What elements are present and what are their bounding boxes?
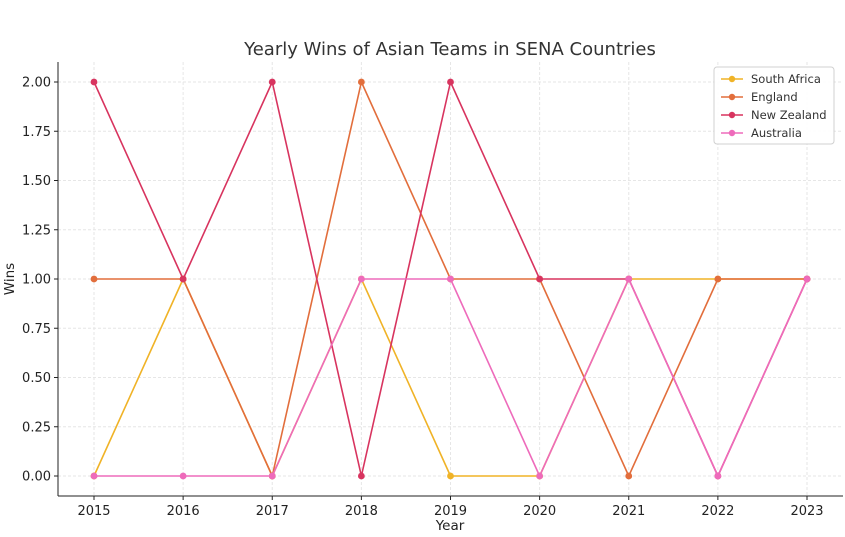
x-tick-label: 2018 [345,504,378,519]
y-tick-label: 0.25 [22,420,51,435]
data-point-australia [625,275,633,283]
y-tick-label: 2.00 [22,76,51,91]
legend: South Africa England New Zealand Australia [713,66,835,145]
data-point-england [714,275,722,283]
y-axis-title: Wins [2,263,18,295]
legend-marker-new-zealand [728,111,736,119]
data-point-new-zealand [536,275,544,283]
x-tick-label: 2017 [256,504,289,519]
data-point-australia [268,472,276,480]
data-point-england [357,78,365,86]
legend-label-new-zealand: New Zealand [751,108,827,122]
x-tick-label: 2020 [523,504,556,519]
data-point-new-zealand [357,472,365,480]
x-tick-label: 2015 [77,504,110,519]
legend-marker-south-africa [728,75,736,83]
y-tick-label: 0.50 [22,371,51,386]
data-point-australia [714,472,722,480]
series-australia [90,275,811,480]
y-tick-label: 1.50 [22,174,51,189]
x-tick-label: 2022 [701,504,734,519]
data-point-australia [90,472,98,480]
y-tick-label: 0.75 [22,322,51,337]
legend-marker-england [728,93,736,101]
legend-box [713,66,835,145]
data-point-australia [536,472,544,480]
data-point-new-zealand [179,275,187,283]
y-ticks: 0.00 0.25 0.50 0.75 1.00 1.25 1.50 1.75 2.00 [22,76,58,485]
legend-marker-australia [728,129,736,137]
x-tick-label: 2019 [434,504,467,519]
y-tick-label: 0.00 [22,470,51,485]
y-tick-label: 1.25 [22,223,51,238]
x-tick-label: 2023 [790,504,823,519]
data-point-australia [179,472,187,480]
x-ticks: 2015 2016 2017 2018 2019 2020 2021 2022 2023 [77,496,824,519]
data-point-england [90,275,98,283]
data-point-new-zealand [268,78,276,86]
data-point-australia [803,275,811,283]
data-point-new-zealand [447,78,454,86]
data-point-australia [357,275,365,283]
x-tick-label: 2021 [612,504,645,519]
data-point-new-zealand [90,78,98,86]
series-group [90,78,811,480]
y-tick-label: 1.00 [22,273,51,288]
data-point-australia [447,275,454,283]
legend-label-australia: Australia [751,126,802,140]
data-point-south-africa [447,472,454,480]
legend-label-south-africa: South Africa [751,72,821,86]
y-tick-label: 1.75 [22,125,51,140]
x-axis-title: Year [435,518,465,534]
data-point-england [625,472,633,480]
legend-label-england: England [751,90,798,104]
chart-title: Yearly Wins of Asian Teams in SENA Count… [243,39,656,60]
x-tick-label: 2016 [167,504,200,519]
